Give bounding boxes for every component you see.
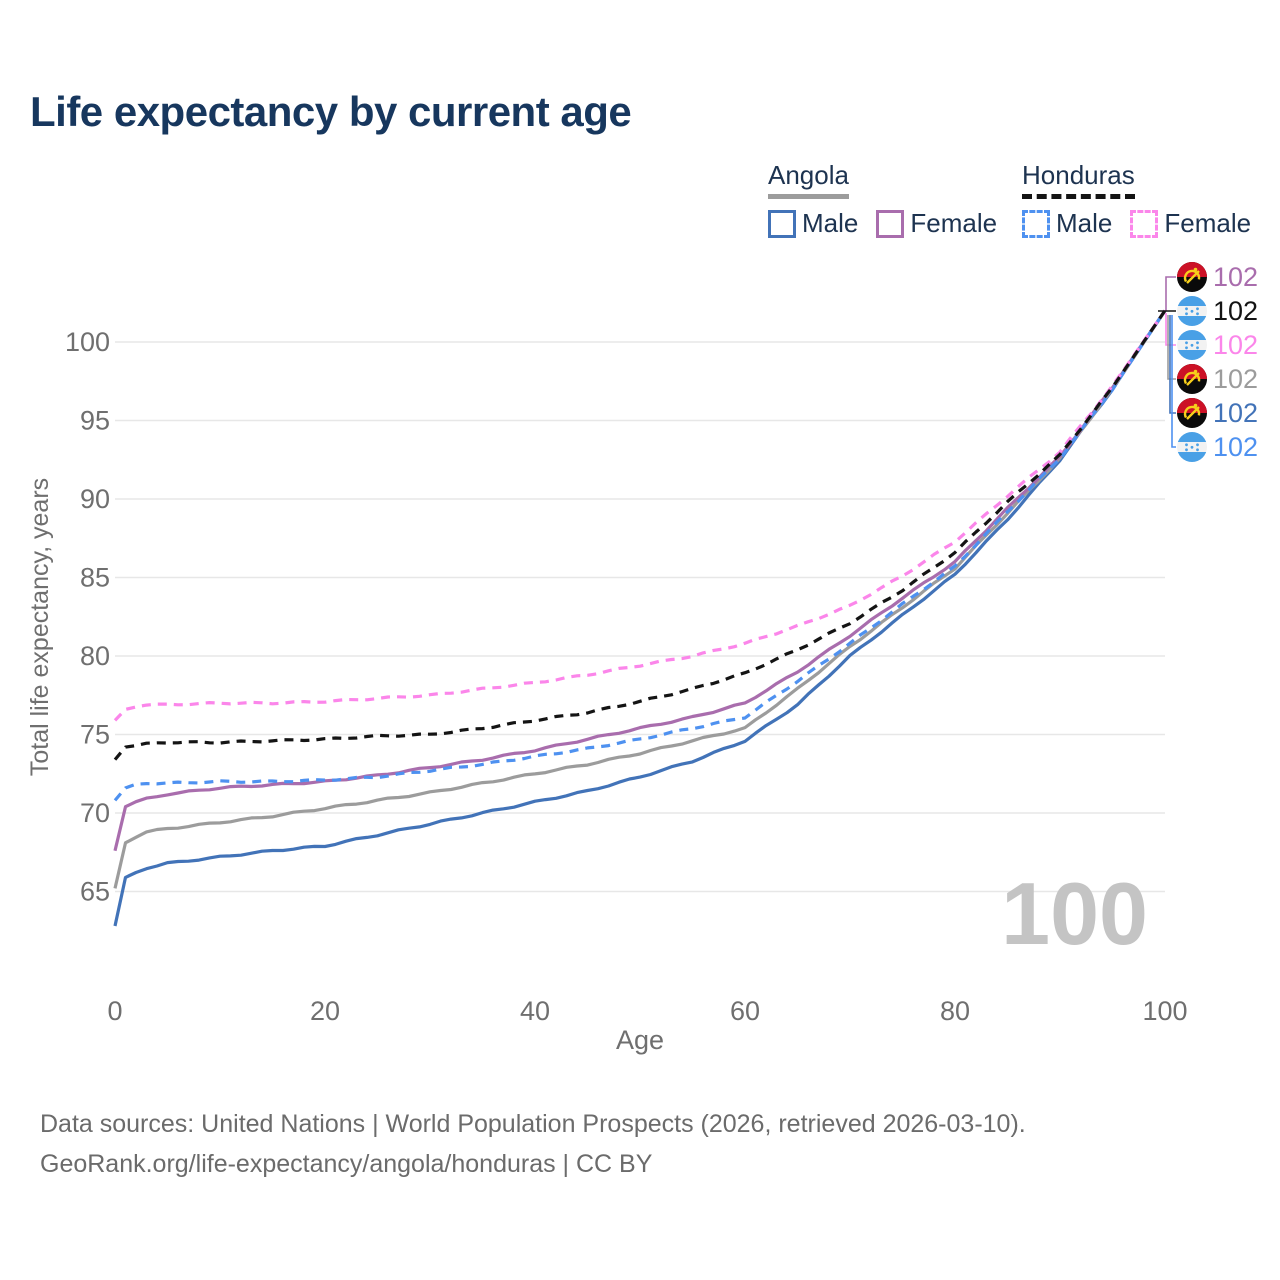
angola-flag-icon [1177,364,1207,394]
angola-flag-top [1177,262,1207,277]
angola-emblem-gear [1183,405,1201,419]
angola-female-swatch-icon [876,209,905,238]
angola-male-swatch-icon [768,209,796,238]
honduras-flag-top-band [1177,432,1207,442]
y-tick-label-75: 75 [80,720,110,750]
honduras-flag-star [1185,307,1188,311]
x-tick-label-0: 0 [107,996,122,1026]
series-line-honduras_female [113,309,1167,722]
angola-emblem-machete [1186,270,1200,284]
honduras-male-swatch-icon [1022,209,1050,238]
end-value-label-honduras-5: 102 [1213,432,1258,462]
legend-item-honduras-female[interactable]: Female [1130,208,1251,239]
age-watermark: 100 [1001,864,1148,963]
honduras-flag-top-band [1177,296,1207,306]
legend-item-label: Female [910,208,998,238]
chart-legend: Angola Male Female Honduras Male [0,160,1280,240]
angola-emblem-star [1193,267,1198,272]
end-label-leader-4 [1169,315,1176,414]
angola-flag-icon [1177,398,1207,428]
angola-emblem-star [1193,403,1198,408]
legend-group-angola: Angola Male Female [768,160,997,239]
data-sources-text: Data sources: United Nations | World Pop… [40,1110,1026,1138]
y-tick-label-65: 65 [80,877,110,907]
honduras-flag-icon [1177,432,1207,462]
y-tick-label-95: 95 [80,406,110,436]
y-tick-label-90: 90 [80,484,110,514]
honduras-flag-star [1196,448,1199,452]
honduras-flag-star [1185,346,1188,350]
legend-item-label: Male [802,208,859,238]
x-tick-label-100: 100 [1142,996,1187,1026]
angola-emblem-machete [1186,406,1200,420]
honduras-flag-star [1185,341,1188,345]
angola-flag-top [1177,364,1207,379]
honduras-flag-icon [1177,296,1207,326]
x-tick-label-60: 60 [730,996,760,1026]
legend-item-honduras-male[interactable]: Male [1022,208,1112,239]
end-value-label-angola-0: 102 [1213,262,1258,292]
legend-country-honduras[interactable]: Honduras [1022,160,1135,199]
honduras-flag-star [1190,445,1194,449]
x-tick-label-20: 20 [310,996,340,1026]
end-label-leader-0 [1165,276,1176,311]
end-value-label-angola-3: 102 [1213,364,1258,394]
page-title: Life expectancy by current age [30,88,632,135]
series-line-angola_total [113,309,1167,889]
end-value-label-angola-4: 102 [1213,398,1258,428]
honduras-flag-star [1196,307,1199,311]
legend-items-angola: Male Female [768,208,997,239]
honduras-flag-star [1185,448,1188,452]
honduras-flag-star [1196,443,1199,447]
y-tick-label-85: 85 [80,563,110,593]
series-line-angola_male [113,309,1167,927]
y-tick-label-80: 80 [80,641,110,671]
y-tick-label-100: 100 [65,327,110,357]
series-line-honduras_male [113,309,1167,802]
y-tick-label-70: 70 [80,798,110,828]
x-tick-label-80: 80 [940,996,970,1026]
legend-item-angola-male[interactable]: Male [768,208,858,239]
angola-flag-icon [1177,262,1207,292]
x-tick-label-40: 40 [520,996,550,1026]
end-value-label-honduras-2: 102 [1213,330,1258,360]
series-line-honduras_total [113,309,1167,761]
honduras-flag-bottom-band [1177,452,1207,462]
honduras-flag-bottom-band [1177,350,1207,360]
honduras-female-swatch-icon [1130,209,1159,238]
legend-group-honduras: Honduras Male Female [1022,160,1251,239]
angola-emblem-gear [1183,269,1201,283]
honduras-flag-star [1190,309,1194,313]
series-line-angola_female [113,309,1167,852]
angola-emblem-machete [1186,372,1200,386]
honduras-flag-star [1185,443,1188,447]
honduras-flag-star [1196,341,1199,345]
end-value-label-honduras-1: 102 [1213,296,1258,326]
honduras-flag-star [1196,312,1199,316]
angola-flag-top [1177,398,1207,413]
honduras-flag-star [1185,312,1188,316]
honduras-flag-icon [1177,330,1207,360]
legend-item-label: Male [1056,208,1113,238]
honduras-flag-top-band [1177,330,1207,340]
attribution-text: GeoRank.org/life-expectancy/angola/hondu… [40,1150,653,1178]
x-axis-title: Age [616,1025,664,1055]
angola-emblem-gear [1183,371,1201,385]
end-label-leader-3 [1167,315,1176,380]
legend-item-label: Female [1164,208,1252,238]
honduras-flag-star [1190,343,1194,347]
legend-items-honduras: Male Female [1022,208,1251,239]
end-label-leader-5 [1171,315,1176,448]
honduras-flag-bottom-band [1177,316,1207,326]
y-axis-title: Total life expectancy, years [26,478,54,776]
honduras-flag-star [1196,346,1199,350]
legend-item-angola-female[interactable]: Female [876,208,997,239]
angola-emblem-star [1193,369,1198,374]
legend-country-angola[interactable]: Angola [768,160,849,199]
